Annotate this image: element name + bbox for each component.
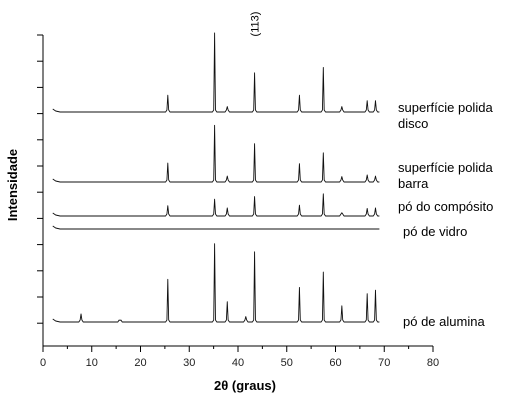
series-line-1 (52, 32, 380, 113)
series-label-1: superfície polida disco (398, 100, 493, 131)
y-axis-title: Intensidade (5, 149, 20, 221)
series-label-2: superfície polida barra (398, 160, 493, 191)
series-line-4 (52, 225, 380, 230)
x-tick-label: 0 (40, 357, 46, 369)
series-label-line: barra (398, 176, 429, 191)
series-line-2 (52, 124, 380, 183)
y-axis-ticks (37, 34, 43, 324)
series-label-line: superfície polida (398, 100, 493, 115)
x-tick-label: 50 (281, 357, 293, 369)
x-axis-title: 2θ (graus) (214, 378, 276, 393)
series-label-line: pó do compósito (398, 199, 493, 214)
x-tick-label: 70 (378, 357, 390, 369)
series-label-line: disco (398, 116, 428, 131)
series-label-5: pó de alumina (403, 314, 485, 329)
x-axis-ticks: 0 10 20 30 40 50 60 70 80 (40, 346, 439, 369)
x-tick-label: 10 (86, 357, 98, 369)
series-label-3: pó do compósito (398, 199, 493, 214)
x-tick-label: 30 (183, 357, 195, 369)
x-tick-label: 80 (427, 357, 439, 369)
series-label-line: pó de alumina (403, 314, 485, 329)
x-tick-label: 60 (329, 357, 341, 369)
series-label-4: pó de vidro (403, 224, 467, 239)
series-label-line: pó de vidro (403, 224, 467, 239)
x-tick-label: 40 (232, 357, 244, 369)
series-line-3 (52, 193, 380, 217)
series-label-line: superfície polida (398, 160, 493, 175)
peak-annotation: (113) (250, 12, 262, 37)
series-line-5 (52, 243, 380, 323)
annotation-group: (113) (250, 12, 262, 37)
plot-area: 0 10 20 30 40 50 60 70 80 superfície polida disco… (37, 12, 493, 369)
x-tick-label: 20 (134, 357, 146, 369)
